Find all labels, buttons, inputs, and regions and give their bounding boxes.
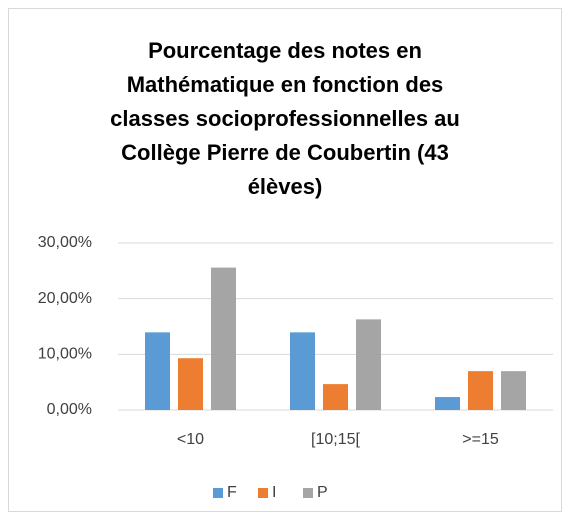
bar [435, 397, 460, 410]
y-tick-label: 30,00% [38, 234, 92, 251]
legend-label: P [317, 484, 328, 501]
bar [356, 319, 381, 410]
bar [290, 332, 315, 410]
x-tick-label: >=15 [462, 431, 499, 448]
bar [145, 332, 170, 410]
bar [501, 371, 526, 410]
bar [178, 358, 203, 410]
legend-label: F [227, 484, 237, 501]
legend-swatch [303, 488, 313, 498]
x-tick-label: [10;15[ [311, 431, 360, 448]
chart-frame [8, 8, 562, 512]
x-tick-label: <10 [177, 431, 204, 448]
bar [468, 371, 493, 410]
y-tick-label: 10,00% [38, 346, 92, 363]
bar [323, 384, 348, 410]
legend-swatch [258, 488, 268, 498]
chart-title: Pourcentage des notes en Mathématique en… [110, 38, 460, 199]
legend-label: I [272, 484, 276, 501]
y-tick-label: 0,00% [47, 401, 92, 418]
y-tick-label: 20,00% [38, 290, 92, 307]
bar [211, 267, 236, 410]
legend-swatch [213, 488, 223, 498]
